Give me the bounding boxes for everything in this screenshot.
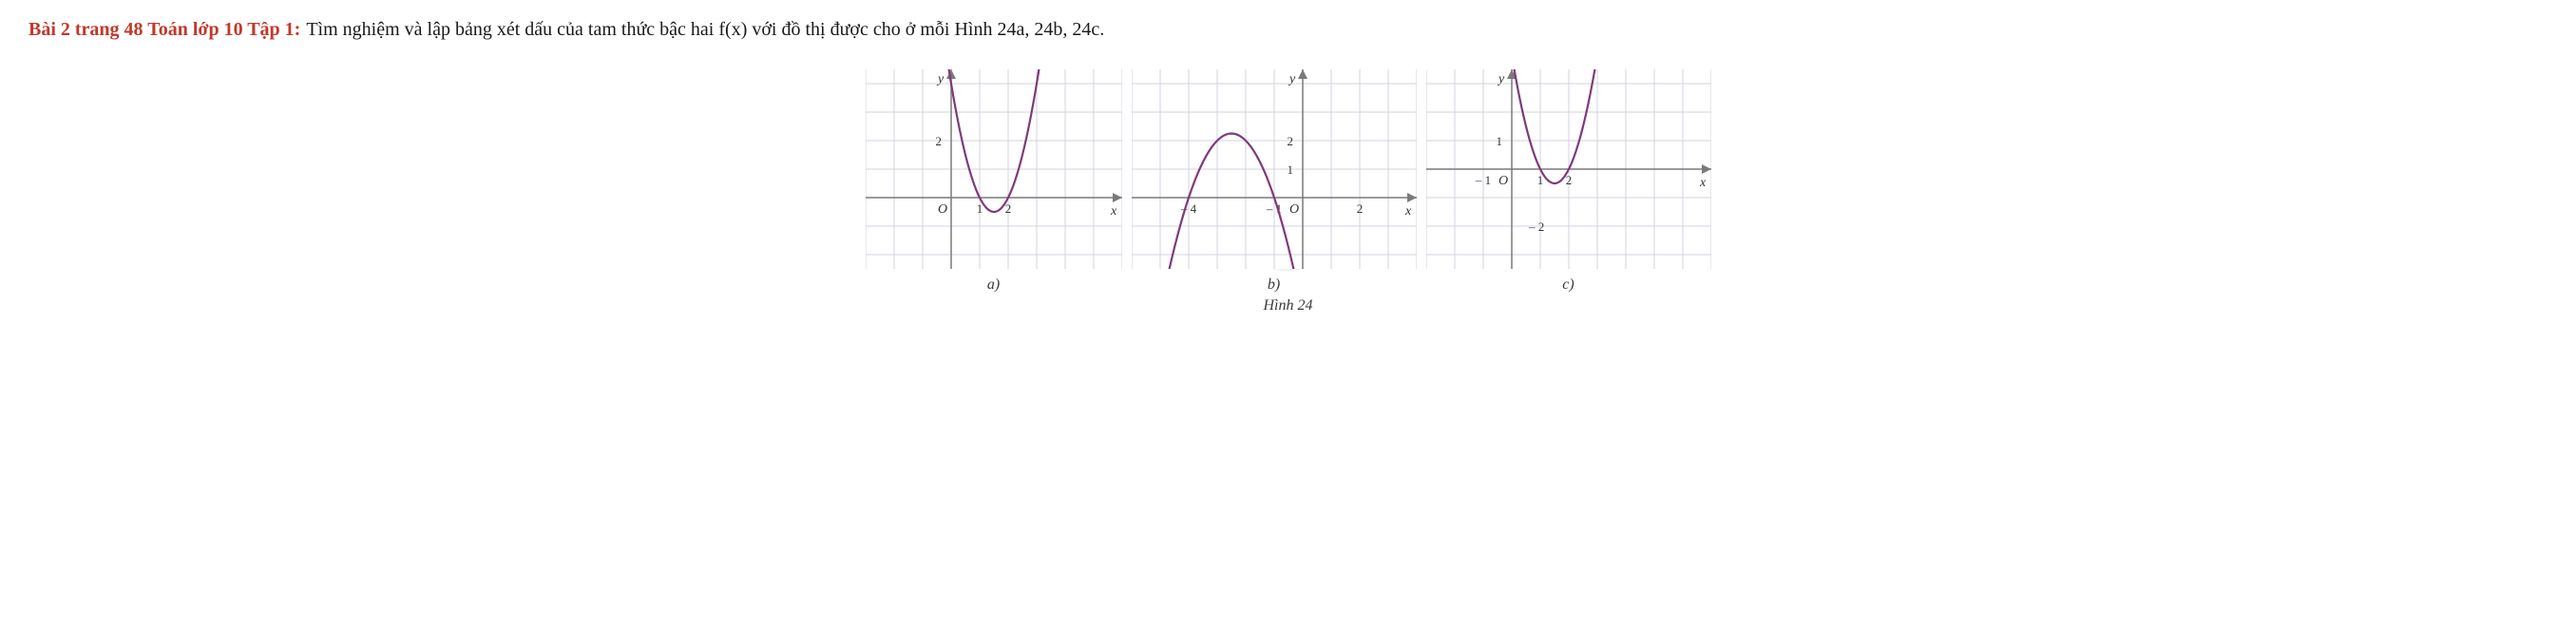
svg-text:y: y <box>1497 72 1505 86</box>
panel-a-label: a) <box>987 276 1000 294</box>
svg-text:2: 2 <box>1356 201 1363 216</box>
svg-text:x: x <box>1110 204 1117 219</box>
svg-text:1: 1 <box>1287 162 1293 177</box>
svg-text:y: y <box>1288 72 1296 86</box>
question-row: Bài 2 trang 48 Toán lớp 10 Tập 1: Tìm ng… <box>29 19 2547 41</box>
figure-area: yxO122 a) yxO– 4– 1212 b) yxO– 1121– 2 c… <box>29 69 2547 294</box>
panel-c-label: c) <box>1562 276 1574 294</box>
figure-caption: Hình 24 <box>29 297 2547 314</box>
svg-text:O: O <box>1498 174 1508 188</box>
svg-text:2: 2 <box>935 134 942 148</box>
svg-text:O: O <box>1289 202 1299 217</box>
panel-c: yxO– 1121– 2 c) <box>1426 69 1711 294</box>
svg-text:– 1: – 1 <box>1474 173 1490 187</box>
svg-text:O: O <box>938 202 947 217</box>
svg-text:x: x <box>1404 204 1412 219</box>
svg-text:1: 1 <box>1496 134 1502 148</box>
svg-text:– 4: – 4 <box>1179 201 1196 216</box>
question-text: Tìm nghiệm và lập bảng xét dấu của tam t… <box>306 19 1104 41</box>
panel-b: yxO– 4– 1212 b) <box>1132 69 1417 294</box>
question-label: Bài 2 trang 48 Toán lớp 10 Tập 1: <box>29 19 300 41</box>
svg-text:y: y <box>936 72 945 86</box>
svg-text:2: 2 <box>1287 134 1293 148</box>
svg-text:x: x <box>1699 176 1707 190</box>
chart-b: yxO– 4– 1212 <box>1132 69 1417 269</box>
panel-a: yxO122 a) <box>866 69 1122 294</box>
panel-b-label: b) <box>1268 276 1280 294</box>
chart-c: yxO– 1121– 2 <box>1426 69 1711 269</box>
svg-text:– 2: – 2 <box>1528 219 1544 234</box>
chart-a: yxO122 <box>866 69 1122 269</box>
